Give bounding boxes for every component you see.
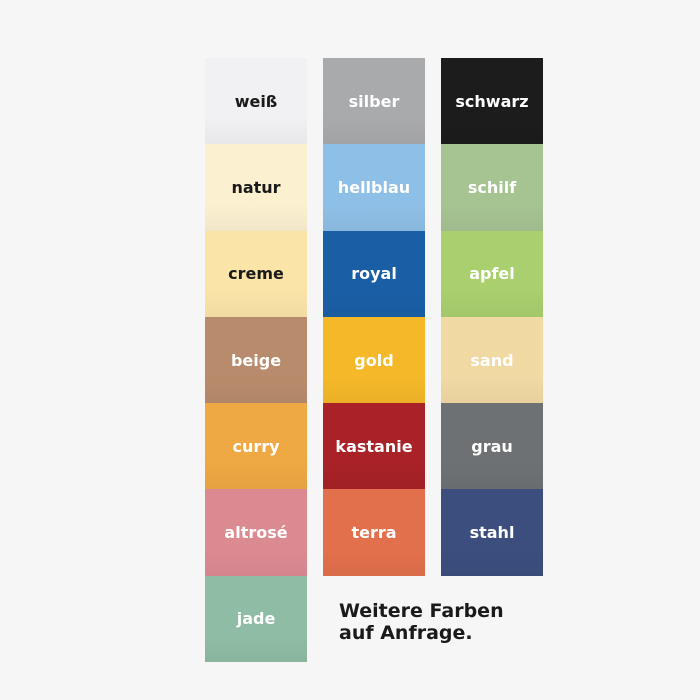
swatch-label: curry — [232, 436, 280, 456]
color-swatch-curry: curry — [205, 403, 307, 490]
swatch-column-2: silber hellblau royal gold kastanie terra — [323, 58, 425, 576]
swatch-label: altrosé — [224, 523, 288, 543]
color-swatch-terra: terra — [323, 489, 425, 576]
color-swatch-stahl: stahl — [441, 489, 543, 576]
color-swatch-beige: beige — [205, 316, 307, 404]
swatch-label: schilf — [467, 177, 517, 197]
color-swatch-altrosé: altrosé — [205, 489, 307, 576]
color-swatch-gold: gold — [323, 316, 425, 404]
swatch-label: gold — [354, 350, 394, 370]
color-swatch-silber: silber — [323, 58, 425, 145]
color-swatch-kastanie: kastanie — [323, 403, 425, 490]
more-colors-note: Weitere Farben auf Anfrage. — [339, 600, 504, 644]
swatch-column-3: schwarz schilf apfel sand grau stahl — [441, 58, 543, 576]
swatch-label: stahl — [469, 523, 515, 543]
swatch-label: weiß — [234, 91, 278, 111]
swatch-label: terra — [351, 523, 397, 543]
swatch-label: apfel — [469, 264, 515, 284]
color-swatch-weiß: weiß — [205, 58, 307, 145]
swatch-label: kastanie — [335, 436, 413, 456]
swatch-label: jade — [236, 609, 276, 629]
color-swatch-natur: natur — [205, 144, 307, 231]
swatch-label: silber — [348, 91, 400, 111]
note-line-2: auf Anfrage. — [339, 622, 473, 644]
color-swatch-schilf: schilf — [441, 144, 543, 231]
color-swatch-grau: grau — [441, 403, 543, 490]
swatch-label: beige — [230, 350, 282, 370]
color-swatch-apfel: apfel — [441, 230, 543, 317]
color-swatch-sand: sand — [441, 316, 543, 404]
color-swatch-creme: creme — [205, 230, 307, 317]
swatch-label: sand — [470, 350, 514, 370]
color-swatch-jade: jade — [205, 575, 307, 663]
color-swatch-hellblau: hellblau — [323, 144, 425, 231]
swatch-column-1: weiß natur creme beige curry altrosé jade — [205, 58, 307, 663]
swatch-label: creme — [228, 264, 284, 284]
color-swatch-schwarz: schwarz — [441, 58, 543, 145]
swatch-label: schwarz — [455, 91, 529, 111]
swatch-label: natur — [231, 177, 281, 197]
note-line-1: Weitere Farben — [339, 600, 504, 622]
swatch-label: hellblau — [337, 177, 411, 197]
color-swatch-royal: royal — [323, 230, 425, 317]
swatch-label: grau — [471, 436, 513, 456]
swatch-label: royal — [351, 264, 397, 284]
